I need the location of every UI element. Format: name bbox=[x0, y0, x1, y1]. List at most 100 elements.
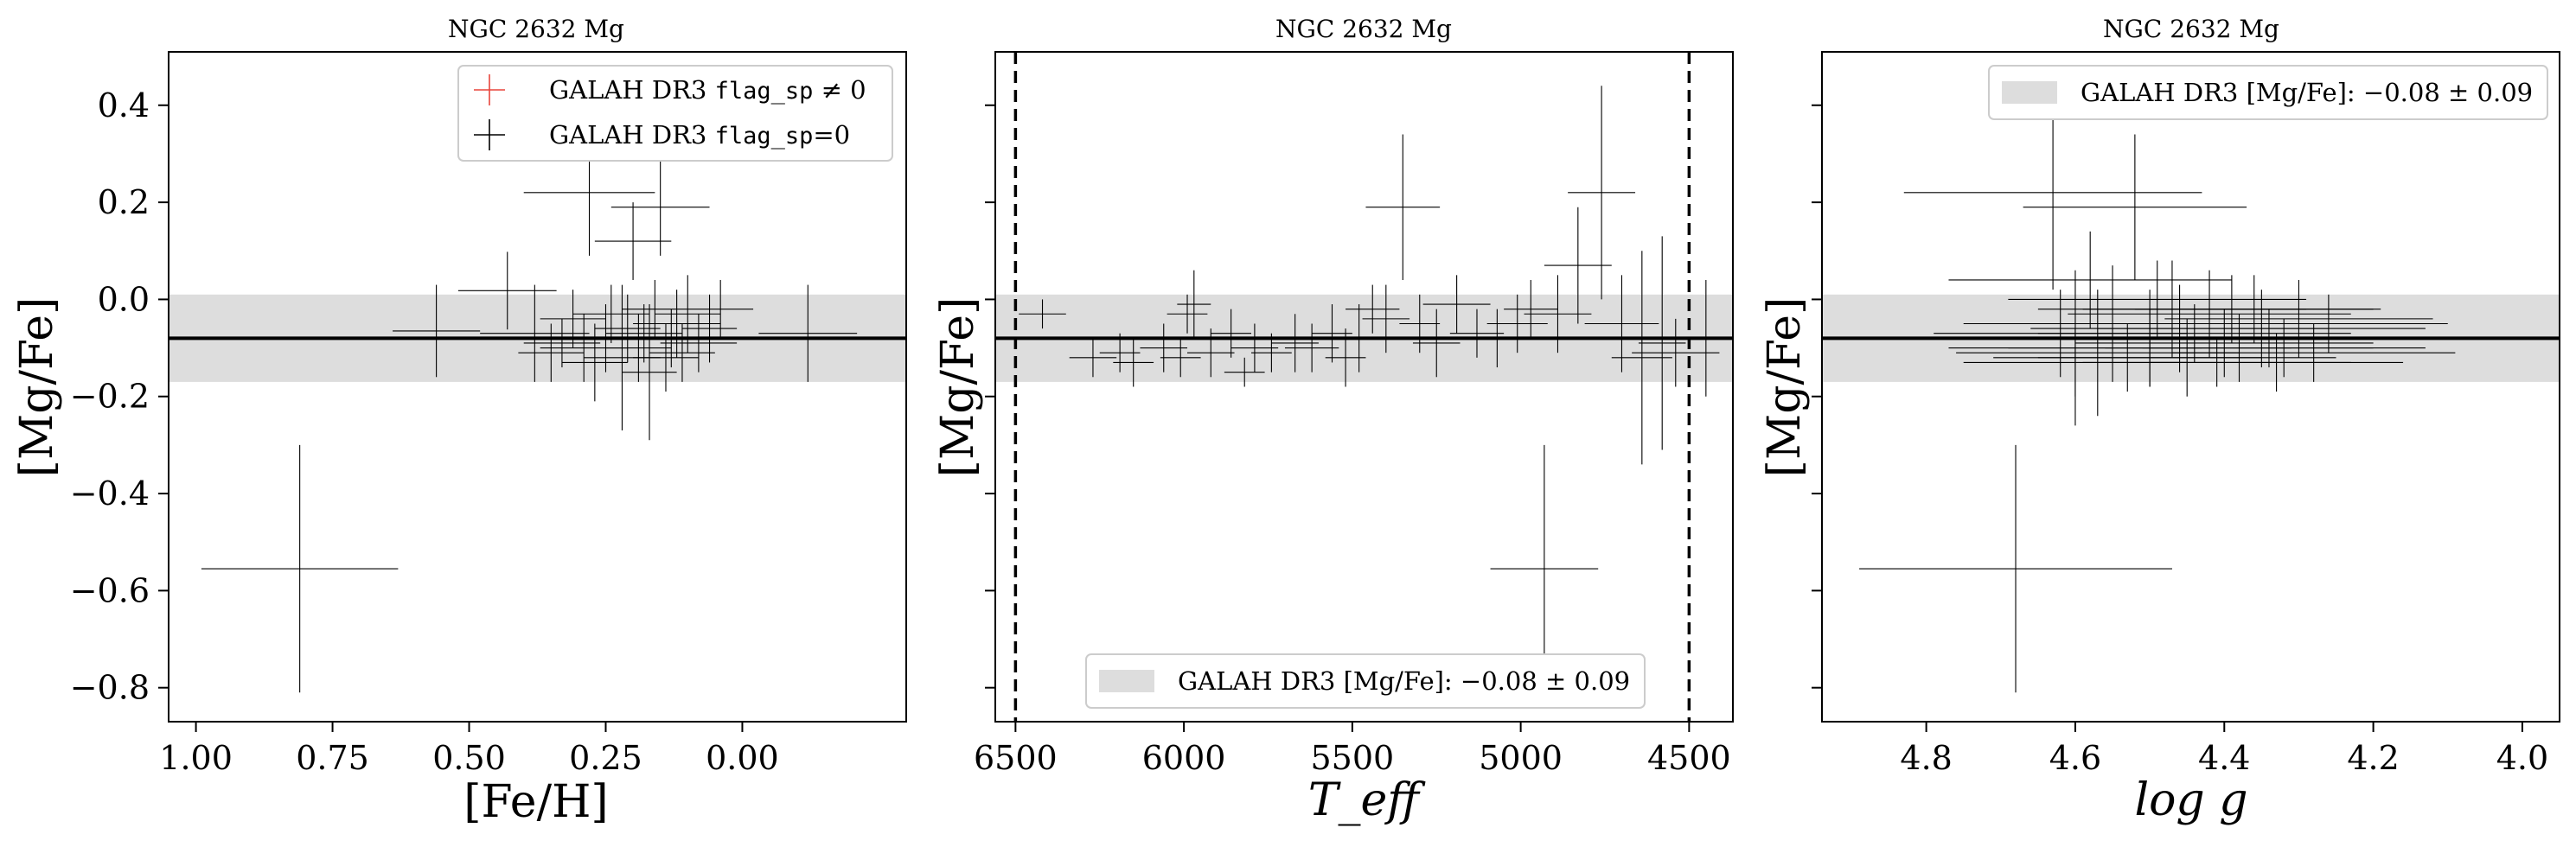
data-point bbox=[1859, 444, 2172, 693]
y-tick-label: 0.2 bbox=[98, 183, 150, 221]
data-point bbox=[1346, 284, 1400, 334]
data-point bbox=[480, 284, 590, 382]
legend-entry-galah-band: GALAH DR3 [Mg/Fe]: −0.08 ± 0.09 bbox=[2081, 78, 2533, 107]
data-point bbox=[523, 318, 601, 368]
y-tick-label: −0.8 bbox=[70, 669, 150, 707]
legend-box bbox=[1085, 653, 1646, 709]
legend-swatch bbox=[1099, 670, 1154, 692]
x-axis-label: T_eff bbox=[1308, 774, 1426, 826]
data-point bbox=[605, 304, 682, 363]
x-tick-label: 5500 bbox=[1311, 739, 1395, 777]
data-point bbox=[1284, 323, 1339, 373]
panel-teff: NGC 2632 Mg 6500 6000 5500 5000 4500 GALAH D… bbox=[932, 15, 1734, 826]
legend: GALAH DR3 [Mg/Fe]: −0.08 ± 0.09 bbox=[1085, 653, 1646, 709]
x-tick-label: 1.00 bbox=[159, 739, 233, 777]
data-point bbox=[1069, 338, 1117, 378]
x-tick-label: 5000 bbox=[1479, 739, 1563, 777]
data-point bbox=[1504, 279, 1558, 339]
data-point bbox=[393, 284, 481, 378]
data-point bbox=[1903, 95, 2202, 290]
data-point bbox=[681, 294, 738, 363]
data-point bbox=[2209, 294, 2448, 353]
data-point bbox=[1412, 309, 1461, 378]
y-tick-label: −0.4 bbox=[70, 474, 150, 513]
x-tick-label: 4.6 bbox=[2049, 739, 2101, 777]
y-axis-label: [Mg/Fe] bbox=[932, 297, 984, 478]
data-point bbox=[633, 323, 699, 392]
data-point bbox=[1160, 338, 1201, 378]
data-point bbox=[687, 279, 754, 339]
data-point bbox=[1177, 270, 1211, 339]
panel-title: NGC 2632 Mg bbox=[1275, 15, 1452, 43]
panel-feh: NGC 2632 Mg 1.00 0.75 0.50 0.25 0.00 0.4 0.2 0.… bbox=[11, 15, 907, 828]
x-tick-label: 4.0 bbox=[2496, 739, 2548, 777]
data-point bbox=[1568, 86, 1636, 300]
data-point bbox=[660, 314, 738, 373]
data-point bbox=[758, 284, 858, 382]
panel-title: NGC 2632 Mg bbox=[448, 15, 624, 43]
data-point bbox=[1422, 275, 1491, 334]
y-tick-label: 0.4 bbox=[98, 86, 150, 124]
x-tick-label: 0.00 bbox=[706, 739, 779, 777]
data-point bbox=[457, 252, 557, 330]
data-point bbox=[622, 304, 677, 441]
legend-marker-flag-nonzero bbox=[474, 74, 505, 105]
data-point bbox=[1167, 294, 1208, 334]
y-tick-label: −0.6 bbox=[70, 571, 150, 609]
data-point bbox=[2023, 134, 2247, 280]
data-point bbox=[1544, 207, 1612, 324]
legend-entry-flag-zero: GALAH DR3 flag_sp=0 bbox=[549, 120, 850, 150]
data-point bbox=[1611, 251, 1672, 465]
data-point bbox=[2082, 275, 2381, 343]
x-axis-label: [Fe/H] bbox=[463, 776, 608, 828]
legend-entry-flag-nonzero: GALAH DR3 flag_sp ≠ 0 bbox=[549, 75, 866, 105]
data-point bbox=[1638, 236, 1686, 450]
panel-logg: NGC 2632 Mg 4.8 4.6 4.4 4.2 4.0 GALAH DR3 [M… bbox=[1759, 15, 2560, 826]
data-point bbox=[2030, 284, 2329, 373]
data-point bbox=[1019, 299, 1066, 329]
data-point bbox=[1449, 309, 1505, 358]
x-tick-label: 4500 bbox=[1647, 739, 1731, 777]
data-point bbox=[594, 202, 672, 280]
y-tick-label: −0.2 bbox=[70, 378, 150, 416]
data-point bbox=[1140, 323, 1188, 373]
y-axis-label: [Mg/Fe] bbox=[1759, 297, 1811, 478]
legend-entry-galah-band: GALAH DR3 [Mg/Fe]: −0.08 ± 0.09 bbox=[1178, 666, 1630, 696]
data-point bbox=[1224, 357, 1265, 387]
data-point bbox=[1490, 444, 1599, 693]
data-point bbox=[1584, 275, 1659, 373]
y-tick-label: 0.0 bbox=[98, 280, 150, 318]
data-point bbox=[2037, 304, 2351, 363]
x-tick-label: 4.8 bbox=[1900, 739, 1952, 777]
data-point bbox=[2142, 318, 2426, 378]
x-tick-label: 6500 bbox=[974, 739, 1058, 777]
y-axis-label: [Mg/Fe] bbox=[11, 297, 63, 478]
data-point bbox=[1362, 284, 1410, 353]
x-tick-label: 0.75 bbox=[296, 739, 369, 777]
x-axis-label: log g bbox=[2134, 774, 2247, 826]
data-point bbox=[633, 290, 721, 358]
data-point bbox=[201, 444, 399, 693]
legend-marker-flag-zero bbox=[474, 119, 505, 150]
x-tick-label: 0.50 bbox=[432, 739, 506, 777]
data-point bbox=[518, 323, 585, 382]
legend-box bbox=[1988, 65, 2548, 120]
panel-title: NGC 2632 Mg bbox=[2103, 15, 2279, 43]
data-point bbox=[605, 314, 672, 382]
x-tick-label: 4.2 bbox=[2347, 739, 2399, 777]
plot-frame bbox=[1821, 51, 2560, 723]
x-tick-label: 4.4 bbox=[2198, 739, 2250, 777]
data-point bbox=[1365, 134, 1441, 280]
data-point bbox=[2008, 260, 2307, 339]
legend: GALAH DR3 flag_sp ≠ 0 GALAH DR3 flag_sp=… bbox=[457, 65, 893, 162]
data-point bbox=[1948, 231, 2232, 329]
data-point bbox=[1271, 314, 1319, 373]
plot-frame bbox=[994, 51, 1734, 723]
data-point bbox=[649, 323, 715, 382]
data-point bbox=[1113, 338, 1154, 387]
data-point bbox=[1230, 323, 1279, 373]
data-point bbox=[1632, 318, 1720, 387]
data-point bbox=[1211, 309, 1252, 358]
data-point bbox=[2074, 309, 2374, 378]
data-point bbox=[610, 158, 710, 256]
